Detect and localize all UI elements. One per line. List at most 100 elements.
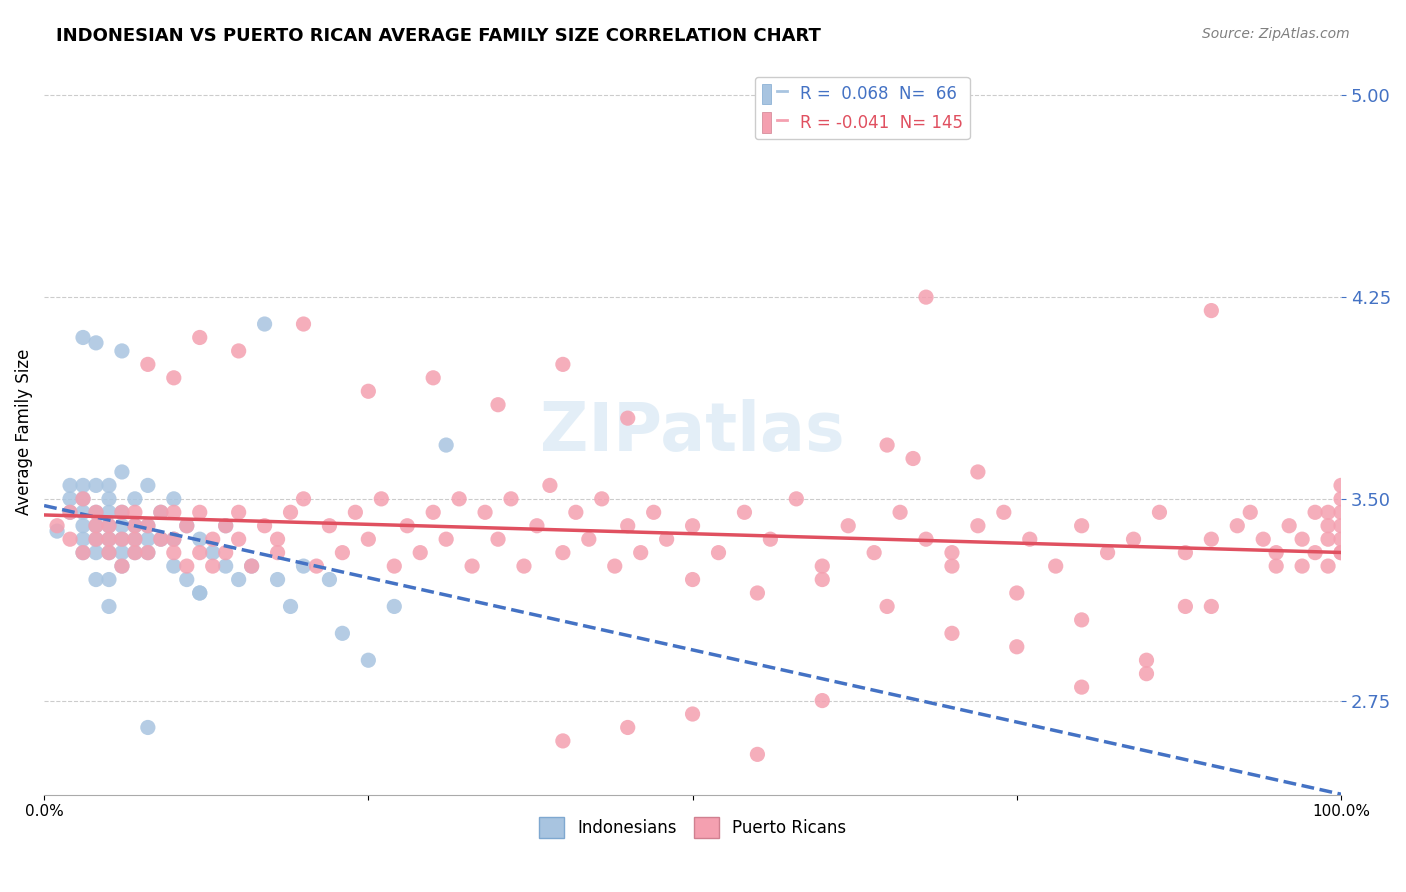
Point	[941, 626, 963, 640]
Point	[538, 478, 561, 492]
Point	[124, 532, 146, 546]
Point	[163, 559, 186, 574]
Point	[876, 599, 898, 614]
Point	[84, 546, 107, 560]
Point	[188, 505, 211, 519]
Point	[551, 357, 574, 371]
Point	[59, 491, 82, 506]
Point	[1303, 546, 1326, 560]
Point	[707, 546, 730, 560]
Point	[111, 343, 134, 358]
Point	[422, 505, 444, 519]
Point	[136, 518, 159, 533]
Point	[72, 532, 94, 546]
Point	[332, 626, 354, 640]
Point	[201, 546, 224, 560]
Point	[382, 559, 405, 574]
Point	[111, 559, 134, 574]
Point	[1330, 532, 1353, 546]
Point	[811, 573, 834, 587]
Point	[201, 559, 224, 574]
Point	[901, 451, 924, 466]
Point	[1226, 518, 1249, 533]
Point	[228, 343, 250, 358]
Point	[253, 518, 276, 533]
Point	[124, 546, 146, 560]
Point	[97, 491, 120, 506]
Point	[993, 505, 1015, 519]
Point	[72, 491, 94, 506]
Point	[1097, 546, 1119, 560]
Point	[1174, 599, 1197, 614]
Point	[1135, 653, 1157, 667]
Point	[1291, 532, 1313, 546]
Point	[434, 532, 457, 546]
Point	[149, 532, 172, 546]
Point	[97, 546, 120, 560]
Point	[1251, 532, 1274, 546]
Point	[682, 573, 704, 587]
Point	[266, 532, 288, 546]
Point	[72, 478, 94, 492]
Point	[837, 518, 859, 533]
Point	[240, 559, 263, 574]
Point	[176, 573, 198, 587]
Point	[228, 505, 250, 519]
Point	[382, 599, 405, 614]
Point	[889, 505, 911, 519]
Point	[188, 532, 211, 546]
Point	[1317, 559, 1340, 574]
Point	[97, 532, 120, 546]
Point	[136, 721, 159, 735]
Point	[630, 546, 652, 560]
Point	[434, 438, 457, 452]
Point	[513, 559, 536, 574]
Point	[409, 546, 432, 560]
Point	[84, 518, 107, 533]
Point	[1317, 532, 1340, 546]
Point	[188, 330, 211, 344]
Point	[1201, 599, 1223, 614]
Point	[111, 559, 134, 574]
Point	[84, 518, 107, 533]
Point	[136, 546, 159, 560]
Point	[486, 532, 509, 546]
Point	[603, 559, 626, 574]
Point	[1045, 559, 1067, 574]
Point	[266, 573, 288, 587]
Point	[863, 546, 886, 560]
Legend: Indonesians, Puerto Ricans: Indonesians, Puerto Ricans	[533, 811, 852, 845]
Point	[136, 532, 159, 546]
Point	[616, 411, 638, 425]
Point	[163, 532, 186, 546]
Point	[124, 546, 146, 560]
Point	[551, 734, 574, 748]
Point	[136, 518, 159, 533]
Point	[97, 599, 120, 614]
Point	[292, 317, 315, 331]
Point	[97, 546, 120, 560]
Point	[967, 518, 990, 533]
Point	[1070, 613, 1092, 627]
Point	[655, 532, 678, 546]
Point	[149, 532, 172, 546]
Point	[1330, 518, 1353, 533]
Point	[111, 532, 134, 546]
Point	[811, 693, 834, 707]
Point	[785, 491, 807, 506]
Point	[84, 478, 107, 492]
Point	[215, 546, 238, 560]
Point	[344, 505, 367, 519]
Point	[97, 505, 120, 519]
Point	[1330, 505, 1353, 519]
Point	[136, 357, 159, 371]
Point	[149, 505, 172, 519]
Point	[759, 532, 782, 546]
Y-axis label: Average Family Size: Average Family Size	[15, 349, 32, 515]
Point	[72, 505, 94, 519]
Point	[1174, 546, 1197, 560]
Point	[499, 491, 522, 506]
Point	[201, 532, 224, 546]
Point	[124, 518, 146, 533]
Point	[1291, 559, 1313, 574]
